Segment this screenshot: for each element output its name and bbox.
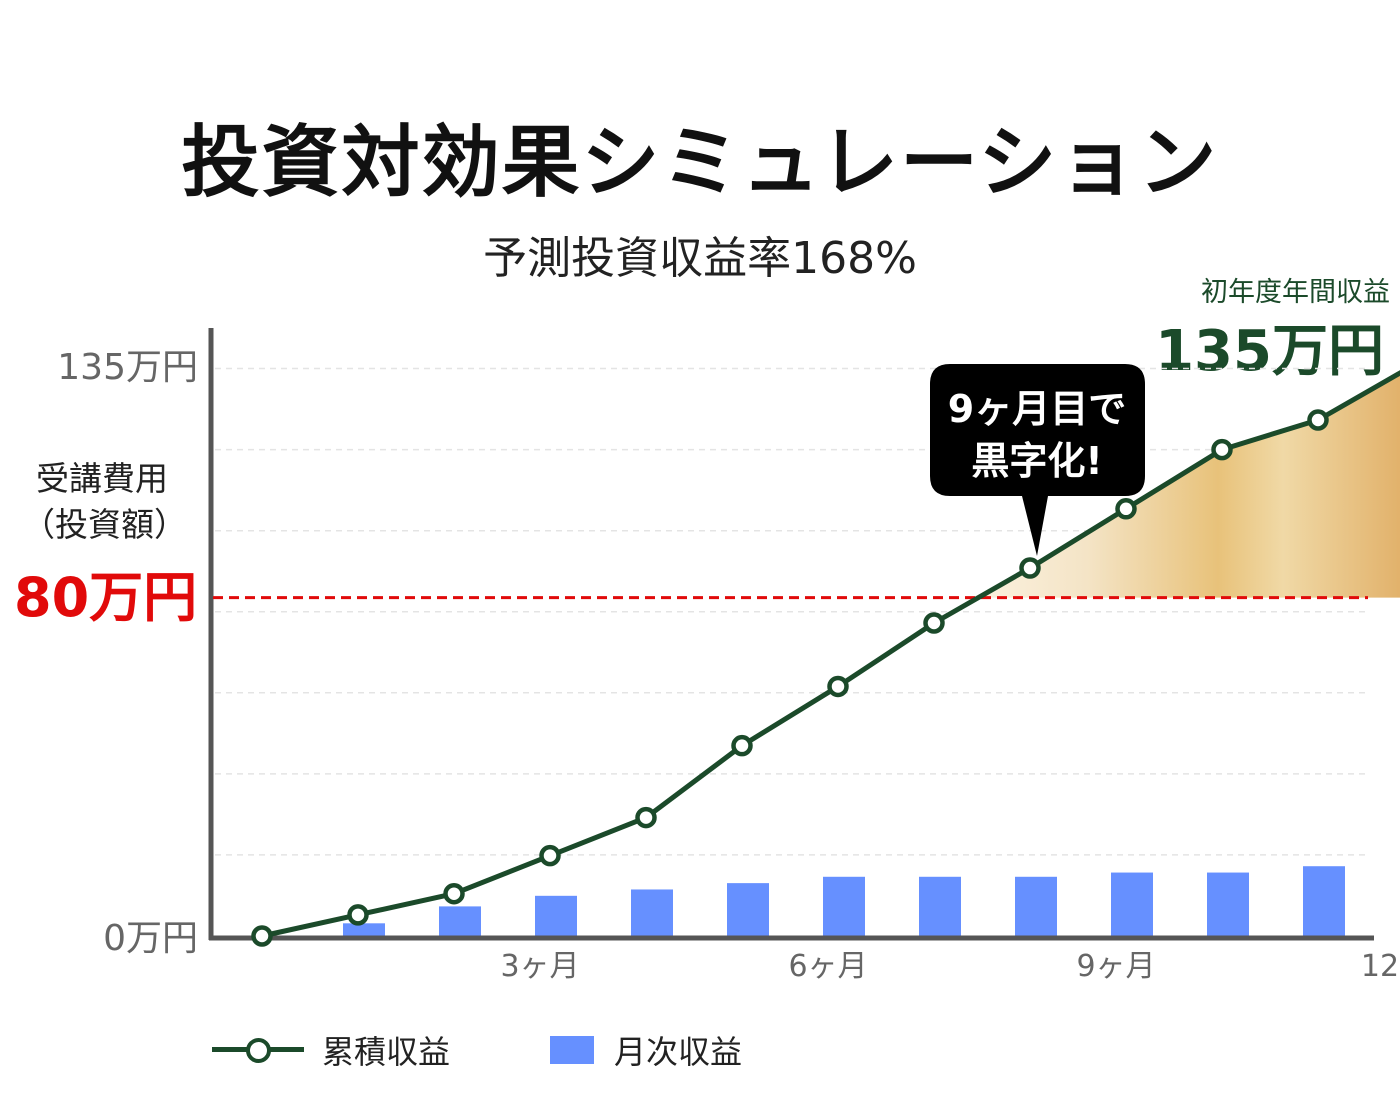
gridlines [215,367,1365,856]
investment-cost-value: 80万円 [14,566,198,629]
cumulative-point [1019,557,1041,579]
monthly-revenue-bar [1303,866,1345,936]
monthly-revenue-bar [343,923,385,936]
x-tick-label: 6ヶ月 [788,949,867,984]
monthly-revenue-bar [1207,872,1249,936]
y-tick-label: 0万円 [103,918,198,959]
x-tick-label: 12ヶ月 [1361,949,1400,984]
monthly-revenue-bar [631,889,673,936]
monthly-revenue-bars [343,866,1345,936]
cumulative-point [731,734,753,757]
callout-bubble [930,364,1145,556]
chart-title: 投資対効果シミュレーション [181,118,1219,208]
cumulative-point [251,925,273,947]
chart-subtitle: 予測投資収益率168% [483,233,917,284]
investment-cost-label: 受講費用 （投資額） [22,456,187,548]
legend-item-cumulative: 累積収益 [212,1027,450,1073]
callout-text-line1: 9ヶ月目で [948,387,1126,431]
legend-label-monthly: 月次収益 [614,1033,743,1071]
cumulative-point [443,882,465,905]
cumulative-point [1115,498,1137,520]
monthly-revenue-bar [1111,872,1153,936]
legend-item-monthly: 月次収益 [550,1027,742,1073]
cumulative-revenue-line [251,370,1400,947]
legend: 累積収益 月次収益 [212,1022,842,1078]
investment-cost-label-line1: 受講費用 [36,459,168,498]
monthly-revenue-bar [439,906,481,936]
monthly-revenue-bar [1015,876,1057,936]
break-even-callout: 9ヶ月目で 黒字化! [930,364,1145,556]
cumulative-point [1307,409,1329,431]
annual-revenue-value: 135万円 [1155,319,1384,384]
cumulative-point [347,904,369,926]
monthly-revenue-bar [535,895,577,936]
legend-label-cumulative: 累積収益 [322,1033,451,1071]
y-tick-label: 135万円 [57,347,198,388]
axes: 0万円 135万円 3ヶ月 6ヶ月 9ヶ月 12ヶ月 [57,328,1400,984]
cumulative-point [539,844,561,867]
cumulative-point [1211,438,1233,461]
monthly-revenue-bar [919,876,961,936]
monthly-revenue-bar [823,876,865,936]
monthly-revenue-bar [727,883,769,936]
cumulative-point [635,806,657,829]
investment-cost-label-line2: （投資額） [22,505,187,544]
callout-text-line2: 黒字化! [971,439,1102,483]
annual-revenue-label: 初年度年間収益 [1201,277,1390,308]
line-swatch-icon [212,1030,304,1070]
cumulative-point [923,612,945,634]
cumulative-point [827,675,849,698]
bar-swatch-icon [550,1036,595,1064]
x-tick-label: 3ヶ月 [500,949,579,984]
x-tick-label: 9ヶ月 [1076,949,1155,984]
